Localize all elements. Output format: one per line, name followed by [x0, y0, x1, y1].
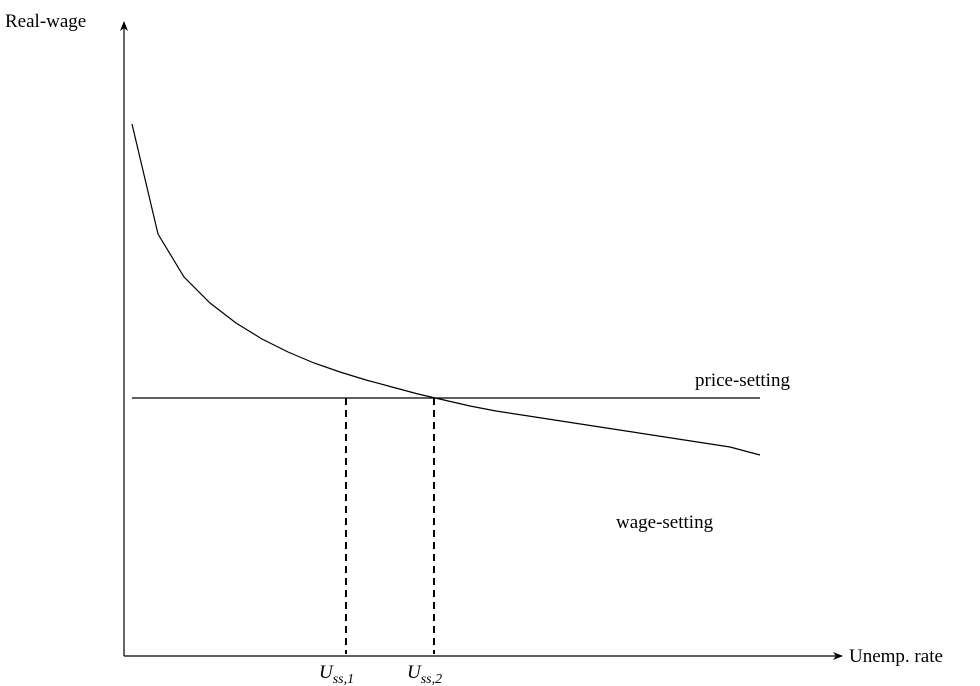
uss1-main: U	[319, 662, 334, 683]
uss1-label: Uss,1	[319, 662, 354, 686]
price-setting-label: price-setting	[695, 370, 790, 391]
y-axis-label: Real-wage	[5, 11, 86, 32]
uss2-sub: ss,2	[421, 672, 442, 686]
x-axis-label: Unemp. rate	[849, 646, 943, 667]
uss2-label: Uss,2	[407, 662, 442, 686]
uss1-sub: ss,1	[333, 672, 354, 686]
wage-setting-label: wage-setting	[616, 512, 714, 533]
uss2-main: U	[407, 662, 422, 683]
wage-setting-curve	[131, 123, 761, 456]
